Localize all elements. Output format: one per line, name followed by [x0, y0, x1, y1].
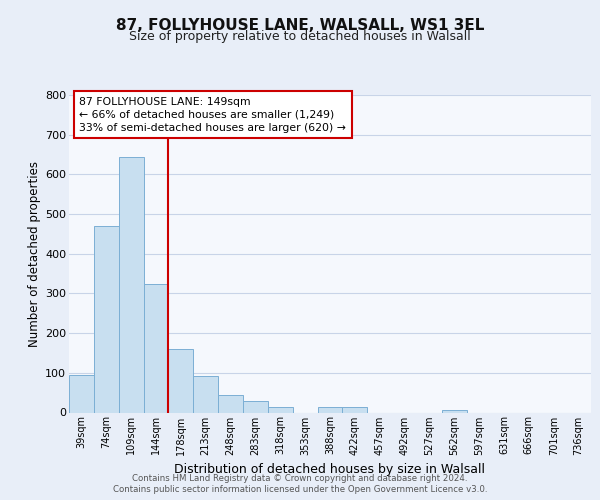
- Bar: [442, 410, 467, 412]
- Y-axis label: Number of detached properties: Number of detached properties: [28, 161, 41, 347]
- Bar: [193, 376, 218, 412]
- Text: Contains HM Land Registry data © Crown copyright and database right 2024.
Contai: Contains HM Land Registry data © Crown c…: [113, 474, 487, 494]
- Bar: [317, 406, 343, 412]
- Bar: [218, 396, 243, 412]
- Bar: [243, 402, 268, 412]
- Bar: [119, 156, 143, 412]
- X-axis label: Distribution of detached houses by size in Walsall: Distribution of detached houses by size …: [175, 463, 485, 476]
- Text: 87, FOLLYHOUSE LANE, WALSALL, WS1 3EL: 87, FOLLYHOUSE LANE, WALSALL, WS1 3EL: [116, 18, 484, 32]
- Text: Size of property relative to detached houses in Walsall: Size of property relative to detached ho…: [129, 30, 471, 43]
- Bar: [169, 349, 193, 412]
- Bar: [94, 226, 119, 412]
- Bar: [143, 284, 169, 412]
- Bar: [69, 375, 94, 412]
- Bar: [343, 408, 367, 412]
- Text: 87 FOLLYHOUSE LANE: 149sqm
← 66% of detached houses are smaller (1,249)
33% of s: 87 FOLLYHOUSE LANE: 149sqm ← 66% of deta…: [79, 96, 346, 133]
- Bar: [268, 406, 293, 412]
